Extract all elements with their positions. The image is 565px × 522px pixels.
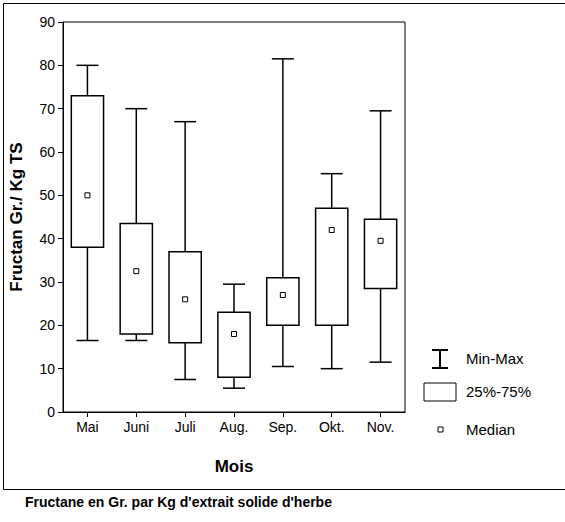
svg-text:30: 30 — [39, 274, 55, 290]
svg-text:Median: Median — [466, 421, 515, 438]
svg-text:Fructan Gr./ Kg TS: Fructan Gr./ Kg TS — [7, 142, 26, 291]
svg-text:40: 40 — [39, 231, 55, 247]
svg-text:10: 10 — [39, 361, 55, 377]
svg-text:50: 50 — [39, 187, 55, 203]
svg-text:80: 80 — [39, 57, 55, 73]
svg-text:Aug.: Aug. — [220, 419, 249, 435]
svg-text:70: 70 — [39, 101, 55, 117]
svg-text:Juni: Juni — [123, 419, 149, 435]
svg-text:Mai: Mai — [76, 419, 99, 435]
svg-text:Fructane en Gr. par Kg d'extra: Fructane en Gr. par Kg d'extrait solide … — [25, 494, 332, 510]
svg-text:Sep.: Sep. — [268, 419, 297, 435]
svg-text:Okt.: Okt. — [319, 419, 345, 435]
svg-text:Mois: Mois — [215, 457, 254, 476]
svg-text:0: 0 — [47, 404, 55, 420]
svg-text:25%-75%: 25%-75% — [466, 383, 531, 400]
svg-text:60: 60 — [39, 144, 55, 160]
svg-text:90: 90 — [39, 14, 55, 30]
svg-text:Juli: Juli — [175, 419, 196, 435]
svg-text:20: 20 — [39, 317, 55, 333]
svg-text:Nov.: Nov. — [367, 419, 395, 435]
svg-text:Min-Max: Min-Max — [466, 350, 524, 367]
